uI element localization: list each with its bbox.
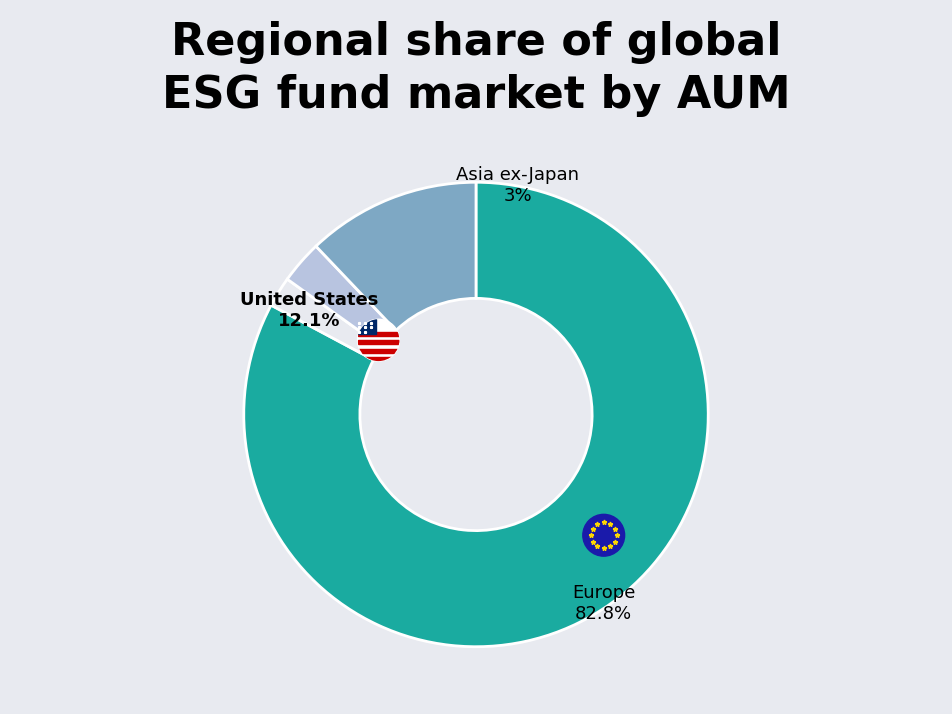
- Wedge shape: [288, 246, 396, 347]
- Text: Europe
82.8%: Europe 82.8%: [572, 584, 635, 623]
- Bar: [358, 332, 399, 336]
- Bar: [358, 340, 399, 344]
- Wedge shape: [271, 279, 382, 360]
- Wedge shape: [244, 182, 708, 647]
- Title: Regional share of global
ESG fund market by AUM: Regional share of global ESG fund market…: [162, 21, 790, 117]
- Wedge shape: [316, 182, 476, 331]
- Text: Asia ex-Japan
3%: Asia ex-Japan 3%: [456, 166, 580, 205]
- Circle shape: [358, 319, 399, 361]
- Bar: [358, 348, 399, 353]
- Circle shape: [583, 514, 625, 556]
- Text: United States
12.1%: United States 12.1%: [240, 291, 378, 331]
- Bar: [358, 357, 399, 361]
- Bar: [358, 319, 376, 334]
